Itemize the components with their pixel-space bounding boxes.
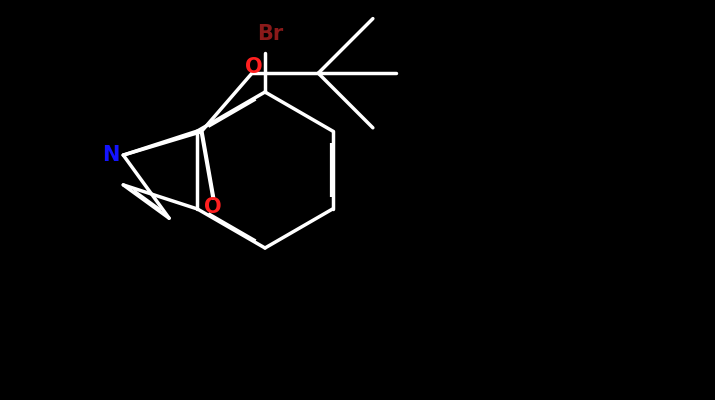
Text: Br: Br xyxy=(257,24,283,44)
Text: O: O xyxy=(204,197,222,217)
Text: N: N xyxy=(102,145,120,165)
Text: O: O xyxy=(245,57,263,77)
